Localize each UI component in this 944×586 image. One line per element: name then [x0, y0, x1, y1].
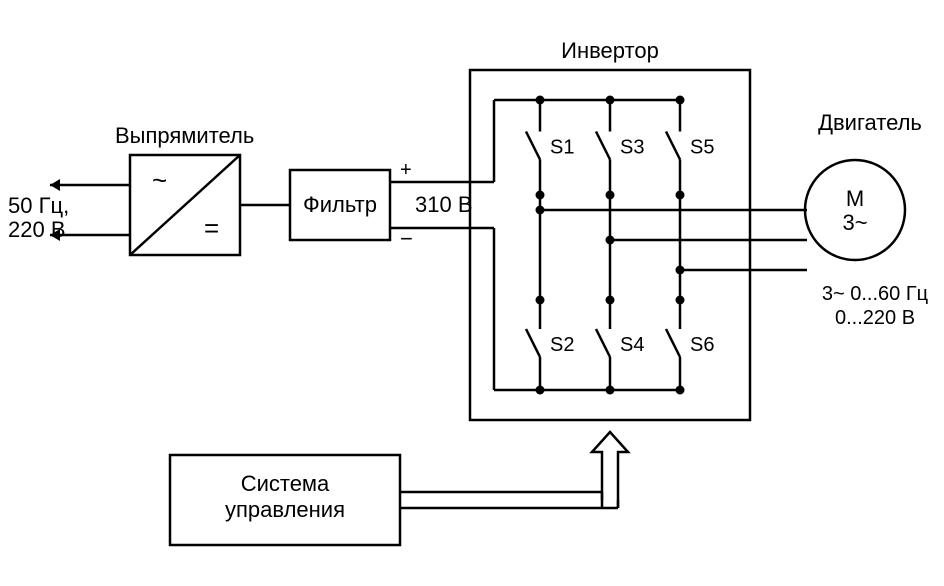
arrow-head [50, 179, 60, 191]
motor-title: Двигатель [818, 110, 922, 135]
rectifier-diagonal [130, 155, 240, 255]
switch-label: S2 [550, 334, 574, 356]
switch-label: S3 [620, 137, 644, 159]
switch-blade [596, 132, 610, 160]
motor-out-2: 0...220 В [835, 307, 915, 329]
motor-m: М [846, 186, 864, 211]
dc-voltage: 310 В [415, 192, 473, 217]
switch-label: S5 [690, 137, 714, 159]
rectifier-ac-symbol: ~ [152, 165, 167, 195]
control-arrow [592, 432, 628, 508]
node [676, 266, 685, 275]
switch-blade [526, 329, 540, 357]
input-label-2: 220 В [8, 217, 66, 242]
switch-blade [526, 132, 540, 160]
control-label-2: управления [225, 497, 345, 522]
node [606, 236, 615, 245]
rectifier-title: Выпрямитель [115, 123, 254, 148]
input-label-1: 50 Гц, [8, 193, 69, 218]
switch-label: S1 [550, 137, 574, 159]
switch-label: S4 [620, 334, 644, 356]
switch-blade [666, 329, 680, 357]
node [536, 206, 545, 215]
control-label-1: Система [241, 471, 330, 496]
dc-minus: − [400, 226, 413, 251]
filter-label: Фильтр [303, 192, 377, 217]
switch-blade [596, 329, 610, 357]
switch-label: S6 [690, 334, 714, 356]
inverter-title: Инвертор [561, 38, 659, 63]
motor-out-1: 3~ 0...60 Гц [822, 283, 928, 305]
motor-3ph: 3~ [842, 210, 867, 235]
dc-plus: + [400, 159, 412, 181]
switch-blade [666, 132, 680, 160]
rectifier-dc-symbol: = [204, 213, 219, 243]
